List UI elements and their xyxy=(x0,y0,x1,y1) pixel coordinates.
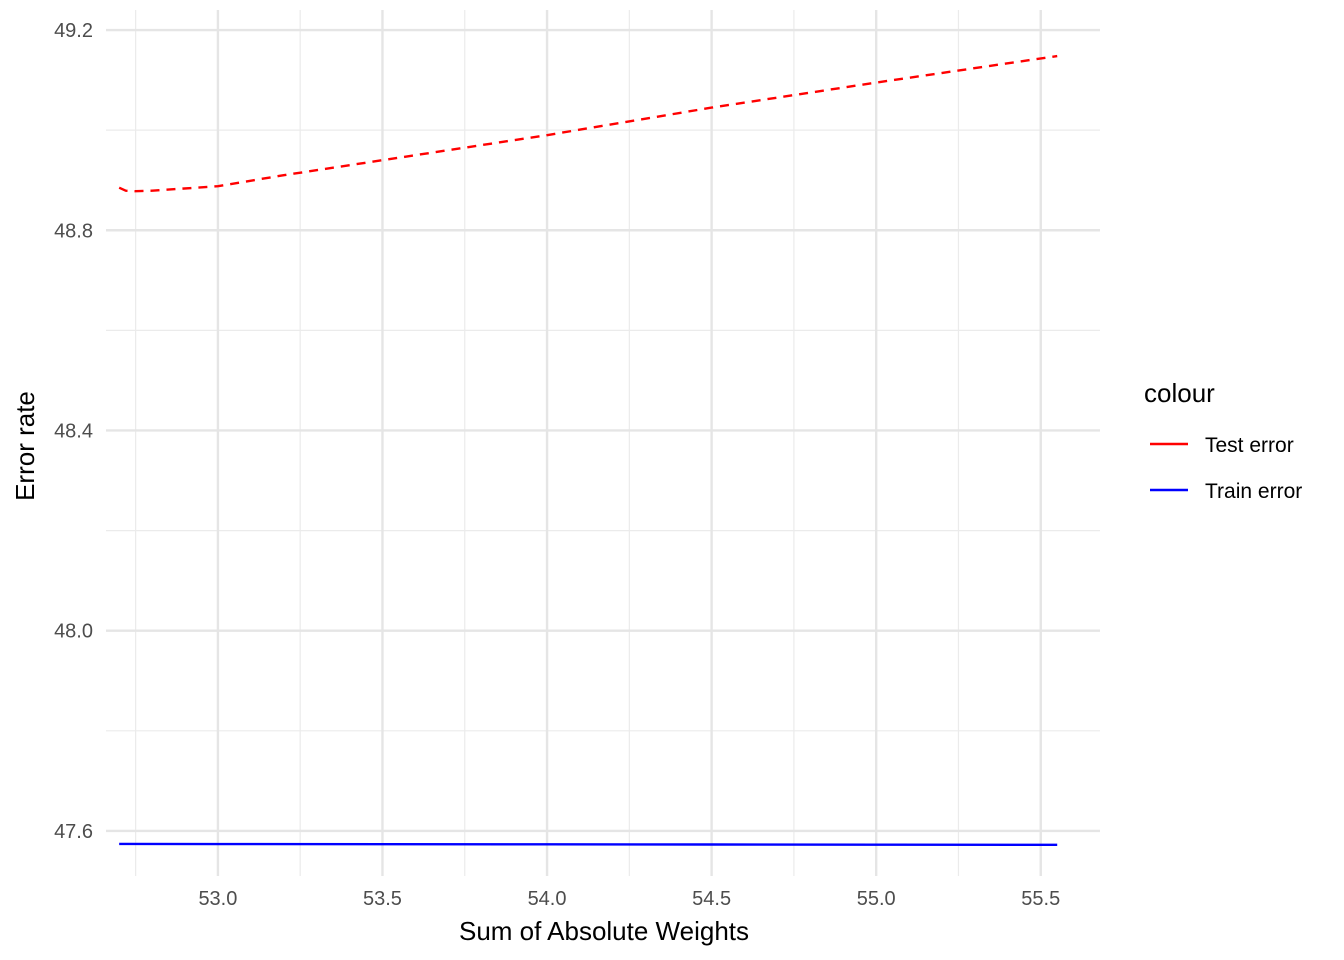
y-tick-label: 48.0 xyxy=(54,621,93,643)
series-line-test-error xyxy=(118,54,1058,193)
minor-gridlines xyxy=(106,10,1100,876)
y-axis-title: Error rate xyxy=(10,391,40,501)
legend-title: colour xyxy=(1144,378,1215,408)
legend-label-train-error: Train error xyxy=(1205,480,1302,503)
major-gridlines xyxy=(106,10,1100,876)
x-tick-label: 55.5 xyxy=(1021,888,1060,910)
y-tick-label: 49.2 xyxy=(54,20,93,42)
y-tick-label: 48.8 xyxy=(54,220,93,242)
x-tick-label: 53.5 xyxy=(363,888,402,910)
legend: colour Test error Train error xyxy=(1144,378,1302,503)
y-tick-label: 47.6 xyxy=(54,821,93,843)
x-axis-ticks: 53.0 53.5 54.0 54.5 55.0 55.5 xyxy=(198,888,1060,910)
series-line-train-error xyxy=(119,842,1058,847)
series-layer xyxy=(118,54,1058,847)
x-tick-label: 54.5 xyxy=(692,888,731,910)
y-tick-label: 48.4 xyxy=(54,420,93,442)
x-tick-label: 54.0 xyxy=(528,888,567,910)
x-tick-label: 55.0 xyxy=(857,888,896,910)
y-axis-ticks: 47.6 48.0 48.4 48.8 49.2 xyxy=(54,20,93,843)
x-tick-label: 53.0 xyxy=(198,888,237,910)
x-axis-title: Sum of Absolute Weights xyxy=(459,916,749,946)
legend-label-test-error: Test error xyxy=(1205,434,1294,457)
